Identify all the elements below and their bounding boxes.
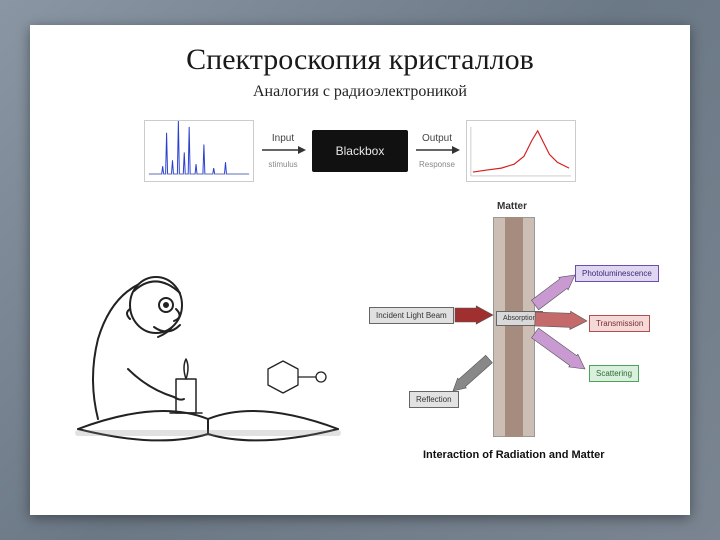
blackbox: Blackbox	[312, 130, 408, 172]
input-spectrum-svg	[145, 121, 253, 182]
analogy-row: Input stimulus Blackbox Output Response	[58, 115, 662, 187]
output-arrow-label: Output	[422, 133, 452, 144]
output-response-chart	[466, 120, 576, 182]
slide-subtitle: Аналогия с радиоэлектроникой	[58, 83, 662, 101]
input-arrow-block: Input stimulus	[260, 133, 306, 169]
arrow-right-icon	[414, 144, 460, 156]
input-arrow-sublabel: stimulus	[268, 160, 297, 169]
interaction-arrows-svg	[363, 209, 663, 449]
interaction-diagram: Matter Incident Light Beam Absorption Re…	[363, 209, 662, 489]
input-spectrum-chart	[144, 120, 254, 182]
scientist-svg	[58, 209, 353, 489]
slide-title: Спектроскопия кристаллов	[58, 43, 662, 77]
bottom-row: Matter Incident Light Beam Absorption Re…	[58, 209, 662, 489]
blackbox-label: Blackbox	[336, 144, 385, 158]
output-response-svg	[467, 121, 575, 182]
output-arrow-block: Output Response	[414, 133, 460, 169]
arrow-right-icon	[260, 144, 306, 156]
output-arrow-sublabel: Response	[419, 160, 455, 169]
slide: Спектроскопия кристаллов Аналогия с ради…	[30, 25, 690, 515]
input-arrow-label: Input	[272, 133, 294, 144]
interaction-caption: Interaction of Radiation and Matter	[423, 449, 605, 461]
scientist-sketch	[58, 209, 353, 489]
